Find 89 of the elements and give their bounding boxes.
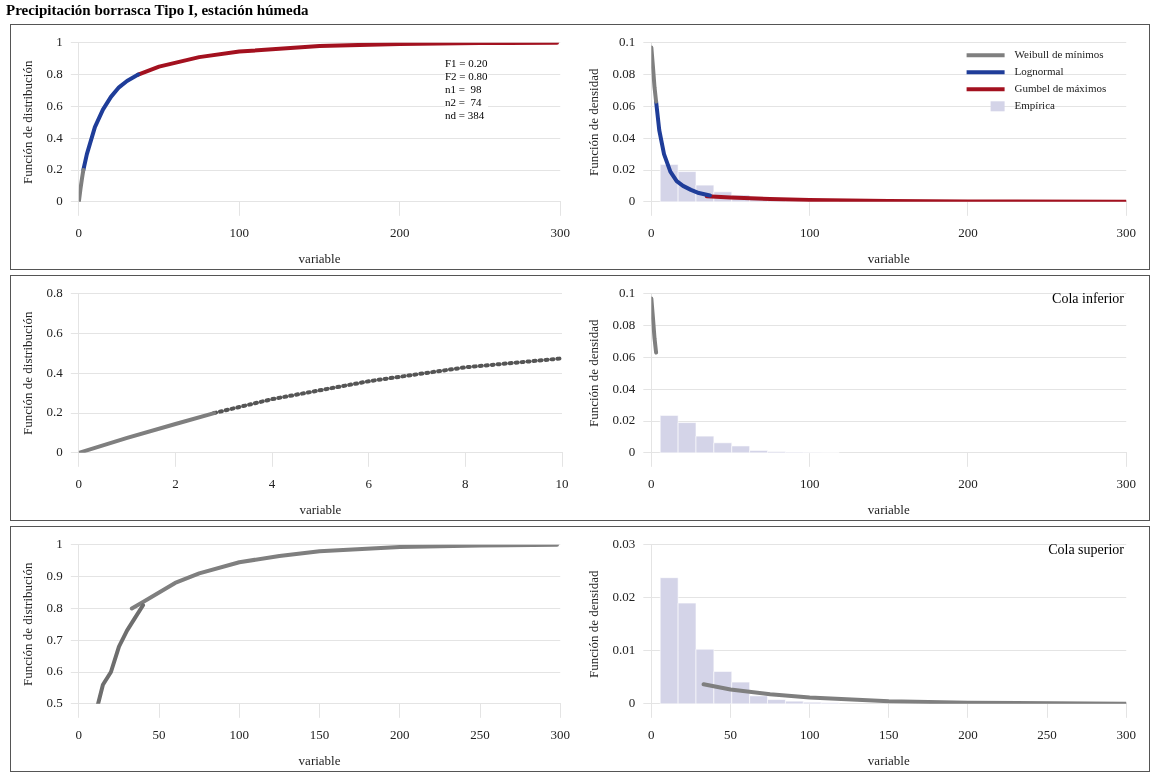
y-axis-title: Función de distribución — [20, 562, 36, 687]
y-tick-label: 0.7 — [46, 631, 64, 647]
x-tick-label: 0 — [648, 476, 655, 492]
x-tick-label: 10 — [555, 476, 569, 492]
x-tick-label: 0 — [75, 225, 83, 241]
y-tick-label: 0.5 — [46, 695, 63, 711]
legend-label: Lognormal — [1014, 65, 1064, 78]
y-tick-label: 0.06 — [612, 97, 636, 113]
y-tick-label: 0.04 — [612, 129, 636, 145]
y-axis-title: Función de distribución — [20, 60, 36, 185]
y-tick-label: 0 — [628, 193, 636, 209]
x-tick-label: 8 — [462, 476, 469, 492]
x-tick-label: 100 — [799, 727, 820, 743]
y-tick-label: 0.9 — [46, 568, 63, 584]
x-tick-label: 250 — [1037, 727, 1057, 743]
y-tick-label: 0 — [56, 193, 63, 209]
y-tick-label: 0.08 — [612, 66, 636, 82]
x-tick-label: 200 — [958, 727, 978, 743]
y-tick-label: 0.02 — [612, 589, 636, 605]
y-tick-label: 0.1 — [619, 34, 636, 50]
y-tick-label: 0.4 — [46, 364, 64, 380]
x-axis-title: variable — [867, 752, 910, 768]
x-axis-title: variable — [299, 501, 342, 517]
x-tick-label: 50 — [724, 727, 737, 743]
legend-label: Weibull de mínimos — [1014, 48, 1104, 61]
x-tick-label: 100 — [799, 225, 820, 241]
y-tick-label: 0.02 — [612, 161, 636, 177]
x-tick-label: 100 — [799, 476, 820, 492]
y-tick-label: 0.01 — [612, 642, 636, 658]
y-tick-label: 0.8 — [46, 599, 63, 615]
y-tick-label: 0.2 — [46, 404, 63, 420]
y-tick-label: 0.04 — [612, 380, 636, 396]
annotation: F1 = 0.20 — [445, 57, 488, 69]
annotation: Cola superior — [1048, 542, 1124, 557]
y-tick-label: 0.1 — [619, 285, 636, 301]
y-tick-label: 0.08 — [612, 317, 636, 333]
x-tick-label: 2 — [172, 476, 179, 492]
x-tick-label: 4 — [268, 476, 276, 492]
y-axis-title: Función de densidad — [586, 319, 602, 428]
chart-title: Precipitación borrasca Tipo I, estación húmeda — [6, 2, 309, 19]
x-tick-label: 200 — [390, 225, 410, 241]
x-axis-title: variable — [867, 501, 910, 517]
x-tick-label: 50 — [152, 727, 166, 743]
y-tick-label: 0.2 — [46, 161, 63, 177]
x-tick-label: 200 — [958, 476, 978, 492]
x-tick-label: 300 — [1116, 225, 1136, 241]
x-axis-title: variable — [867, 250, 910, 266]
x-tick-label: 150 — [309, 727, 330, 743]
y-tick-label: 0.02 — [612, 412, 636, 428]
y-tick-label: 0.4 — [46, 129, 64, 145]
y-tick-label: 0 — [628, 444, 636, 460]
x-tick-label: 300 — [550, 225, 570, 241]
x-tick-label: 300 — [1116, 727, 1136, 743]
x-tick-label: 150 — [879, 727, 899, 743]
legend-label: Gumbel de máximos — [1014, 82, 1107, 95]
annotation: Cola inferior — [1052, 291, 1124, 306]
annotation: F2 = 0.80 — [445, 70, 488, 82]
x-tick-label: 300 — [550, 727, 570, 743]
x-tick-label: 0 — [648, 225, 655, 241]
x-tick-label: 0 — [75, 476, 83, 492]
x-tick-label: 0 — [648, 727, 655, 743]
y-tick-label: 0 — [56, 444, 63, 460]
y-tick-label: 0.03 — [612, 536, 636, 552]
y-tick-label: 0.8 — [46, 66, 63, 82]
annotation: nd = 384 — [445, 109, 485, 121]
x-tick-label: 300 — [1116, 476, 1136, 492]
y-axis-title: Función de distribución — [20, 311, 36, 436]
x-tick-label: 6 — [365, 476, 373, 492]
y-tick-label: 1 — [56, 34, 63, 50]
x-tick-label: 200 — [390, 727, 410, 743]
y-tick-label: 1 — [56, 536, 63, 552]
y-tick-label: 0.06 — [612, 348, 636, 364]
y-tick-label: 0.8 — [46, 285, 63, 301]
annotation: n2 = 74 — [445, 96, 482, 108]
y-axis-title: Función de densidad — [586, 68, 602, 177]
legend-label: Empírica — [1014, 99, 1056, 112]
y-tick-label: 0.6 — [46, 97, 64, 113]
x-tick-label: 0 — [75, 727, 83, 743]
x-tick-label: 250 — [470, 727, 490, 743]
y-tick-label: 0.6 — [46, 324, 64, 340]
y-axis-title: Función de densidad — [586, 570, 602, 679]
annotation: n1 = 98 — [445, 83, 482, 95]
y-tick-label: 0 — [628, 695, 636, 711]
x-axis-title: variable — [298, 752, 341, 768]
x-axis-title: variable — [298, 250, 341, 266]
x-tick-label: 100 — [229, 727, 250, 743]
x-tick-label: 200 — [958, 225, 978, 241]
y-tick-label: 0.6 — [46, 663, 64, 679]
x-tick-label: 100 — [229, 225, 250, 241]
